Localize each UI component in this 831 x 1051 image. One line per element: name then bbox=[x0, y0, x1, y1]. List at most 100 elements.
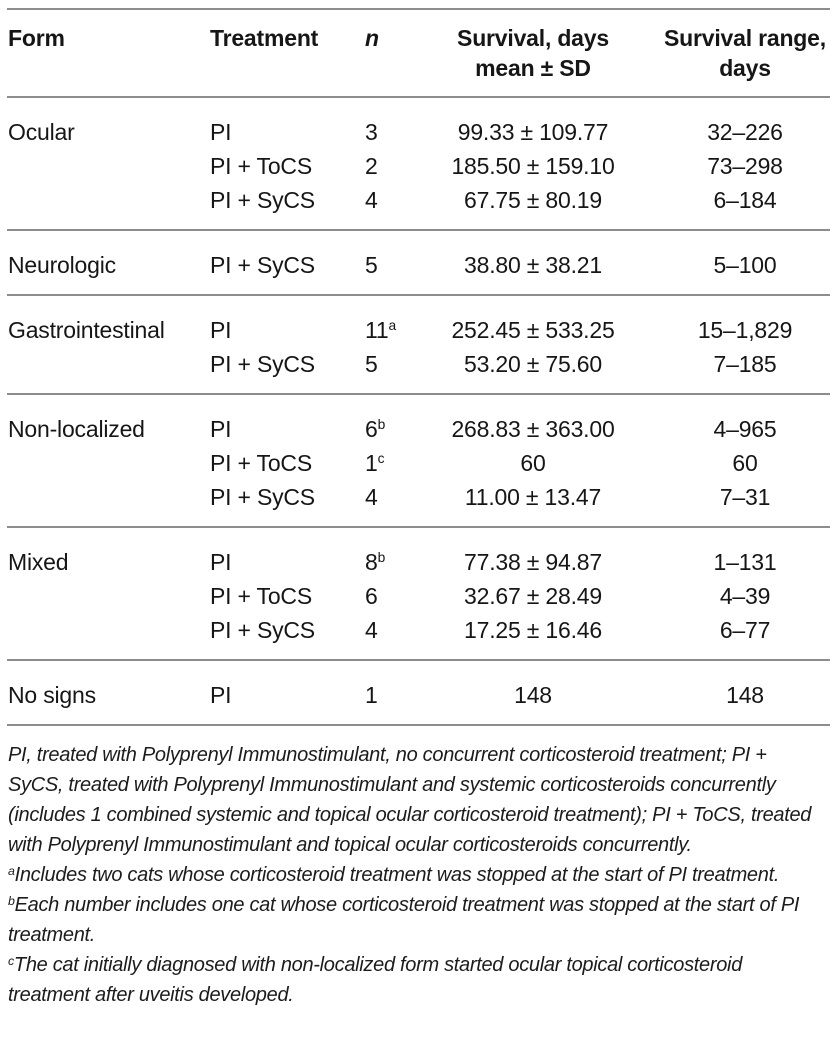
n-superscript: a bbox=[388, 318, 396, 334]
footnote-marker: c bbox=[8, 953, 14, 968]
table-row: No signs PI 1 148 148 bbox=[0, 678, 831, 712]
range-cell: 5–100 bbox=[713, 252, 777, 278]
n-value: 11 bbox=[365, 317, 389, 343]
n-cell: 4 bbox=[365, 613, 407, 647]
column-header-range-line1: Survival range, bbox=[664, 25, 826, 51]
n-value: 6 bbox=[365, 416, 378, 442]
header-rule bbox=[7, 96, 830, 98]
n-cell: 11a bbox=[365, 313, 407, 347]
n-cell: 6b bbox=[365, 412, 407, 446]
table-row: Mixed PI 8b 77.38 ± 94.87 1–131 bbox=[0, 545, 831, 579]
table-row: PI + ToCS 2 185.50 ± 159.10 73–298 bbox=[0, 149, 831, 183]
treatment-cell: PI + SyCS bbox=[210, 484, 315, 510]
n-superscript: b bbox=[377, 550, 386, 566]
range-cell: 7–185 bbox=[713, 351, 777, 377]
n-value: 4 bbox=[365, 187, 378, 213]
range-cell: 15–1,829 bbox=[697, 317, 793, 343]
table-row: PI + SyCS 5 53.20 ± 75.60 7–185 bbox=[0, 347, 831, 381]
table-header-row: Form Treatment n Survival, days mean ± S… bbox=[0, 10, 831, 96]
footnote-text: Each number includes one cat whose corti… bbox=[8, 894, 800, 946]
range-cell: 1–131 bbox=[713, 549, 777, 575]
survival-cell: 268.83 ± 363.00 bbox=[451, 416, 615, 442]
n-value: 5 bbox=[365, 252, 378, 278]
survival-cell: 11.00 ± 13.47 bbox=[464, 484, 602, 510]
range-cell: 32–226 bbox=[707, 119, 783, 145]
footnote-text: The cat initially diagnosed with non-loc… bbox=[8, 954, 743, 1006]
section-rule bbox=[7, 294, 830, 296]
column-header-range: Survival range, days bbox=[659, 23, 831, 84]
n-value: 2 bbox=[365, 153, 378, 179]
table-row: PI + ToCS 6 32.67 ± 28.49 4–39 bbox=[0, 579, 831, 613]
footer-rule bbox=[7, 724, 830, 726]
range-cell: 60 bbox=[732, 450, 758, 476]
section-gastrointestinal: Gastrointestinal PI 11a 252.45 ± 533.25 … bbox=[0, 296, 831, 393]
form-cell: Mixed bbox=[8, 549, 69, 575]
survival-cell: 60 bbox=[520, 450, 546, 476]
footnote-text: Includes two cats whose corticosteroid t… bbox=[14, 864, 780, 886]
range-cell: 148 bbox=[726, 682, 764, 708]
survival-cell: 67.75 ± 80.19 bbox=[464, 187, 602, 213]
footnote-marker: b bbox=[8, 893, 15, 908]
footnote-c: cThe cat initially diagnosed with non-lo… bbox=[8, 950, 823, 1010]
column-header-treatment: Treatment bbox=[210, 25, 319, 51]
section-no-signs: No signs PI 1 148 148 bbox=[0, 661, 831, 724]
treatment-cell: PI + ToCS bbox=[210, 450, 312, 476]
table-row: PI + ToCS 1c 60 60 bbox=[0, 446, 831, 480]
n-cell: 5 bbox=[365, 248, 407, 282]
n-superscript: c bbox=[377, 451, 385, 467]
table-row: Neurologic PI + SyCS 5 38.80 ± 38.21 5–1… bbox=[0, 248, 831, 282]
footnotes-block: PI, treated with Polyprenyl Immunostimul… bbox=[0, 726, 831, 1010]
column-header-range-line2: days bbox=[719, 55, 771, 81]
footnote-text: PI, treated with Polyprenyl Immunostimul… bbox=[8, 744, 812, 856]
section-rule bbox=[7, 393, 830, 395]
survival-cell: 77.38 ± 94.87 bbox=[464, 549, 602, 575]
survival-cell: 17.25 ± 16.46 bbox=[464, 617, 602, 643]
n-cell: 5 bbox=[365, 347, 407, 381]
table-row: PI + SyCS 4 11.00 ± 13.47 7–31 bbox=[0, 480, 831, 514]
survival-cell: 38.80 ± 38.21 bbox=[464, 252, 602, 278]
table-top-rule bbox=[7, 8, 830, 10]
treatment-cell: PI + SyCS bbox=[210, 351, 315, 377]
form-cell: Gastrointestinal bbox=[8, 317, 165, 343]
survival-cell: 148 bbox=[514, 682, 552, 708]
survival-cell: 252.45 ± 533.25 bbox=[451, 317, 615, 343]
treatment-cell: PI bbox=[210, 549, 232, 575]
n-cell: 2 bbox=[365, 149, 407, 183]
survival-cell: 99.33 ± 109.77 bbox=[457, 119, 609, 145]
range-cell: 6–77 bbox=[719, 617, 771, 643]
column-header-survival-line2: mean ± SD bbox=[475, 55, 591, 81]
table-row: PI + SyCS 4 17.25 ± 16.46 6–77 bbox=[0, 613, 831, 647]
n-cell: 3 bbox=[365, 115, 407, 149]
table-row: Ocular PI 3 99.33 ± 109.77 32–226 bbox=[0, 115, 831, 149]
range-cell: 73–298 bbox=[707, 153, 783, 179]
section-mixed: Mixed PI 8b 77.38 ± 94.87 1–131 PI + ToC… bbox=[0, 528, 831, 659]
section-ocular: Ocular PI 3 99.33 ± 109.77 32–226 PI + T… bbox=[0, 98, 831, 229]
column-header-survival: Survival, days mean ± SD bbox=[407, 23, 659, 84]
section-non-localized: Non-localized PI 6b 268.83 ± 363.00 4–96… bbox=[0, 395, 831, 526]
table-row: PI + SyCS 4 67.75 ± 80.19 6–184 bbox=[0, 183, 831, 217]
treatment-cell: PI + ToCS bbox=[210, 153, 312, 179]
form-cell: No signs bbox=[8, 682, 96, 708]
footnote-definitions: PI, treated with Polyprenyl Immunostimul… bbox=[8, 740, 823, 860]
n-value: 4 bbox=[365, 617, 378, 643]
form-cell: Ocular bbox=[8, 119, 75, 145]
range-cell: 6–184 bbox=[713, 187, 777, 213]
survival-cell: 185.50 ± 159.10 bbox=[451, 153, 615, 179]
form-cell: Non-localized bbox=[8, 416, 145, 442]
n-value: 1 bbox=[365, 450, 378, 476]
n-value: 5 bbox=[365, 351, 378, 377]
column-header-n: n bbox=[365, 25, 379, 51]
n-value: 1 bbox=[365, 682, 378, 708]
range-cell: 4–39 bbox=[719, 583, 771, 609]
treatment-cell: PI + SyCS bbox=[210, 252, 315, 278]
treatment-cell: PI bbox=[210, 317, 232, 343]
survival-cell: 53.20 ± 75.60 bbox=[464, 351, 602, 377]
n-cell: 1c bbox=[365, 446, 407, 480]
column-header-form: Form bbox=[8, 25, 65, 51]
footnote-a: aIncludes two cats whose corticosteroid … bbox=[8, 860, 823, 890]
footnote-b: bEach number includes one cat whose cort… bbox=[8, 890, 823, 950]
n-cell: 1 bbox=[365, 678, 407, 712]
n-superscript: b bbox=[377, 417, 386, 433]
treatment-cell: PI bbox=[210, 682, 232, 708]
